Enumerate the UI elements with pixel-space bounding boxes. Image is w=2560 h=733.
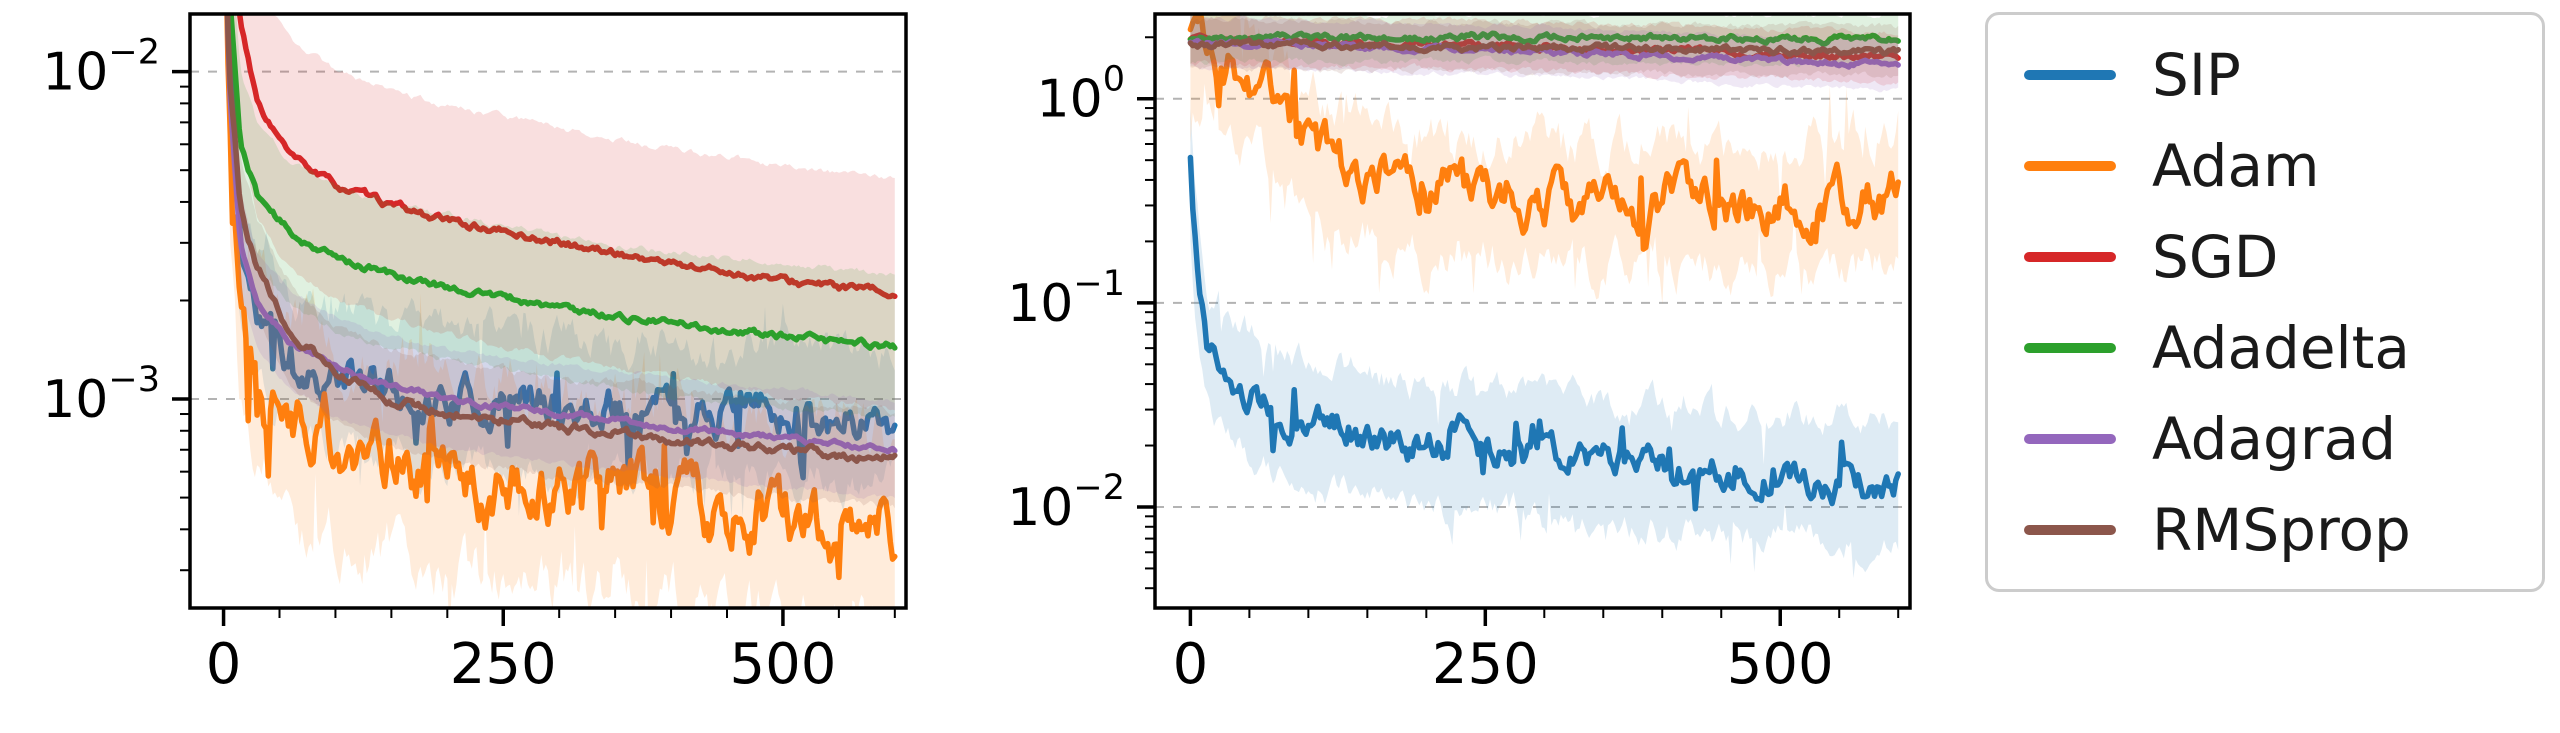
confidence-band-sgd xyxy=(229,14,895,411)
series-line-adadelta xyxy=(1187,30,1901,47)
y-tick-label: 10−2 xyxy=(1007,468,1125,538)
confidence-band-rmsprop xyxy=(226,14,895,509)
loss-chart-left-svg: 10−2 10−3 0 250 500 xyxy=(42,12,908,697)
x-tick-label: 500 xyxy=(729,632,836,697)
legend-line-swatch-rmsprop xyxy=(2024,524,2116,535)
series-line-adam xyxy=(224,14,898,581)
legend-entry-rmsprop: RMSprop xyxy=(2024,501,2532,559)
legend-line-swatch-sgd xyxy=(2024,251,2116,262)
legend-label-adadelta: Adadelta xyxy=(2152,313,2410,382)
legend-label-sgd: SGD xyxy=(2152,222,2279,291)
confidence-band-adagrad xyxy=(1190,15,1899,93)
series-line-sgd xyxy=(236,14,898,300)
confidence-band-adam xyxy=(1190,14,1899,305)
x-tick-label: 250 xyxy=(450,632,557,697)
legend-line-swatch-adam xyxy=(2024,160,2116,171)
legend-line-swatch-sip xyxy=(2024,69,2116,80)
confidence-band-sip xyxy=(1190,109,1899,579)
left-axis-ticks xyxy=(172,69,896,626)
legend-label-sip: SIP xyxy=(2152,40,2241,109)
y-tick-label: 10−1 xyxy=(1007,264,1125,334)
series-line-adam xyxy=(1187,14,1901,252)
legend-entry-sgd: SGD xyxy=(2024,228,2532,286)
legend-entry-sip: SIP xyxy=(2024,46,2532,104)
y-tick-label: 10−2 xyxy=(42,33,160,103)
right-axes-spines xyxy=(1153,12,1912,610)
legend-line-swatch-adagrad xyxy=(2024,433,2116,444)
x-tick-label: 0 xyxy=(206,632,242,697)
series-line-rmsprop xyxy=(1187,37,1901,58)
legend-entry-adadelta: Adadelta xyxy=(2024,319,2532,377)
x-tick-label: 0 xyxy=(1173,632,1209,697)
legend-entry-adam: Adam xyxy=(2024,137,2532,195)
left-axes-spines xyxy=(188,12,908,610)
legend: SIP Adam SGD Adadelta Adagrad RMSprop xyxy=(1985,12,2545,592)
y-tick-label: 10−3 xyxy=(42,360,160,430)
legend-label-adagrad: Adagrad xyxy=(2152,404,2397,473)
legend-line-swatch-adadelta xyxy=(2024,342,2116,353)
right-series xyxy=(1187,14,1901,579)
y-tick-label: 100 xyxy=(1037,60,1125,130)
series-line-adagrad xyxy=(224,14,898,455)
series-line-adadelta xyxy=(228,14,898,351)
left-gridlines xyxy=(190,70,906,401)
legend-label-adam: Adam xyxy=(2152,131,2320,200)
x-tick-label: 500 xyxy=(1727,632,1834,697)
legend-label-rmsprop: RMSprop xyxy=(2152,495,2411,564)
left-series xyxy=(224,14,898,608)
right-axis-ticks xyxy=(1137,36,1900,626)
confidence-band-adagrad xyxy=(226,14,895,499)
loss-chart-right: 100 10−1 10−2 0 250 500 xyxy=(960,0,1970,733)
loss-chart-right-svg: 100 10−1 10−2 0 250 500 xyxy=(1007,12,1912,697)
series-line-rmsprop xyxy=(224,14,898,465)
x-tick-label: 250 xyxy=(1432,632,1539,697)
confidence-band-adadelta xyxy=(227,14,895,420)
loss-chart-left: 10−2 10−3 0 250 500 xyxy=(0,0,960,733)
legend-entry-adagrad: Adagrad xyxy=(2024,410,2532,468)
series-line-sip xyxy=(1187,154,1901,512)
